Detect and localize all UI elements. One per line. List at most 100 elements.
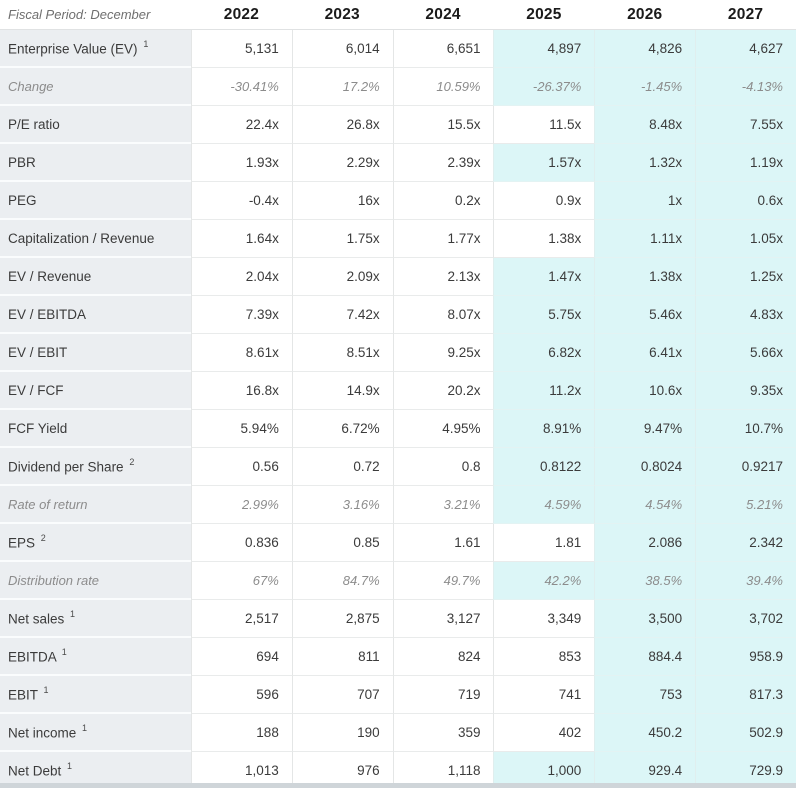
value-cell-2024: 0.2x [392,182,494,220]
table-row: P/E ratio 22.4x 26.8x 15.5x 11.5x 8.48x 7.55x [0,106,796,144]
year-header-2025: 2025 [493,0,595,30]
value-cell-2022: 2.04x [191,258,292,296]
row-label: EV / Revenue [0,258,191,296]
value-cell-2025: 4,897 [493,30,595,68]
value-cell-2026: 929.4 [594,752,696,788]
value-cell-2027: 1.25x [695,258,796,296]
value-cell-2026: 9.47% [594,410,696,448]
value-cell-2026: -1.45% [594,68,696,106]
year-header-2023: 2023 [291,0,393,30]
row-label-text: Dividend per Share [8,459,124,475]
value-cell-2024: 2.39x [392,144,494,182]
row-label: Capitalization / Revenue [0,220,191,258]
value-cell-2023: 7.42x [291,296,393,334]
value-cell-2025: 853 [493,638,595,676]
value-cell-2026: 38.5% [594,562,696,600]
table-row: FCF Yield 5.94% 6.72% 4.95% 8.91% 9.47% 10.7% [0,410,796,448]
value-cell-2027: 2.342 [695,524,796,562]
year-header-2022: 2022 [191,0,292,30]
value-cell-2023: 0.85 [291,524,393,562]
value-cell-2023: 3.16% [291,486,393,524]
value-cell-2025: -26.37% [493,68,595,106]
row-label-text: Net sales [8,611,65,627]
year-header-2027: 2027 [695,0,796,30]
value-cell-2023: 976 [291,752,393,788]
row-label-text: Enterprise Value (EV) [8,41,138,57]
table-row: Capitalization / Revenue 1.64x 1.75x 1.77x 1… [0,220,796,258]
value-cell-2026: 2.086 [594,524,696,562]
value-cell-2025: 402 [493,714,595,752]
value-cell-2022: 67% [191,562,292,600]
value-cell-2027: 4.83x [695,296,796,334]
footnote-marker: 1 [61,646,67,657]
year-header-2026: 2026 [594,0,696,30]
row-label-text: PBR [8,154,36,170]
value-cell-2023: 811 [291,638,393,676]
row-label-text: Distribution rate [8,572,100,588]
row-label: PBR [0,144,191,182]
value-cell-2026: 4,826 [594,30,696,68]
value-cell-2023: 1.75x [291,220,393,258]
footnote-marker: 1 [43,684,49,695]
value-cell-2027: 5.66x [695,334,796,372]
row-label-text: EBITDA [8,649,57,665]
row-label: EV / FCF [0,372,191,410]
row-label: Enterprise Value (EV) 1 [0,30,191,68]
footnote-marker: 1 [143,38,149,49]
value-cell-2024: 20.2x [392,372,494,410]
value-cell-2026: 1.38x [594,258,696,296]
value-cell-2024: 4.95% [392,410,494,448]
footnote-marker: 1 [67,760,73,771]
value-cell-2025: 1.47x [493,258,595,296]
table-row: Distribution rate 67% 84.7% 49.7% 42.2% 38.5%… [0,562,796,600]
value-cell-2026: 8.48x [594,106,696,144]
footnote-marker: 1 [70,608,76,619]
row-label: Dividend per Share 2 [0,448,191,486]
value-cell-2024: 1.61 [392,524,494,562]
value-cell-2022: 7.39x [191,296,292,334]
value-cell-2022: 2,517 [191,600,292,638]
value-cell-2022: 22.4x [191,106,292,144]
value-cell-2024: 719 [392,676,494,714]
table-row: EBIT 1 596 707 719 741 753 817.3 [0,676,796,714]
value-cell-2023: 17.2% [291,68,393,106]
value-cell-2025: 6.82x [493,334,595,372]
row-label-text: Rate of return [8,496,88,512]
value-cell-2022: 0.56 [191,448,292,486]
row-label-text: Capitalization / Revenue [8,230,155,246]
row-label-text: EV / EBIT [8,344,68,360]
value-cell-2023: 2,875 [291,600,393,638]
row-label-text: EV / FCF [8,382,64,398]
value-cell-2022: 188 [191,714,292,752]
table-row: Enterprise Value (EV) 1 5,131 6,014 6,651 4,… [0,30,796,68]
value-cell-2024: 15.5x [392,106,494,144]
value-cell-2023: 2.29x [291,144,393,182]
value-cell-2027: 10.7% [695,410,796,448]
value-cell-2022: -30.41% [191,68,292,106]
value-cell-2026: 753 [594,676,696,714]
value-cell-2024: 8.07x [392,296,494,334]
value-cell-2024: 1.77x [392,220,494,258]
value-cell-2026: 1.11x [594,220,696,258]
row-label: EV / EBITDA [0,296,191,334]
table-row: EV / EBITDA 7.39x 7.42x 8.07x 5.75x 5.46x 4.83… [0,296,796,334]
value-cell-2026: 6.41x [594,334,696,372]
value-cell-2026: 10.6x [594,372,696,410]
row-label: PEG [0,182,191,220]
value-cell-2027: 1.05x [695,220,796,258]
bottom-divider-bar [0,783,796,788]
row-label: P/E ratio [0,106,191,144]
year-header-2024: 2024 [392,0,494,30]
value-cell-2025: 1.38x [493,220,595,258]
table-body: Enterprise Value (EV) 1 5,131 6,014 6,651 4,… [0,30,796,788]
value-cell-2023: 190 [291,714,393,752]
value-cell-2024: 824 [392,638,494,676]
value-cell-2027: 3,702 [695,600,796,638]
value-cell-2027: 0.9217 [695,448,796,486]
row-label-text: Net income [8,725,77,741]
value-cell-2025: 11.2x [493,372,595,410]
value-cell-2026: 1x [594,182,696,220]
row-label: EV / EBIT [0,334,191,372]
table-row: EV / FCF 16.8x 14.9x 20.2x 11.2x 10.6x 9.35x [0,372,796,410]
